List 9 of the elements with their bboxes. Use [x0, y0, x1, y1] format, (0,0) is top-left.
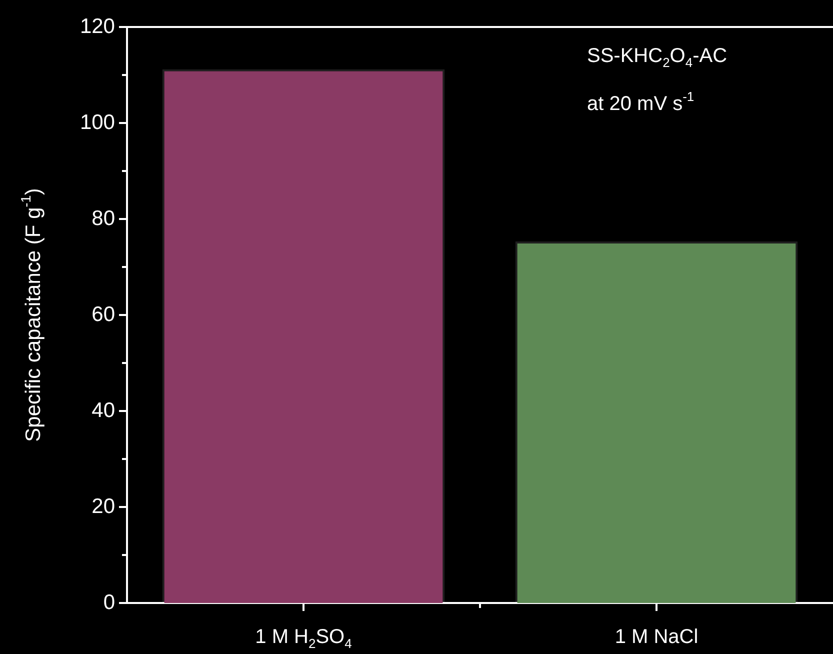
x-tick-label: 1 M NaCl [614, 626, 698, 648]
y-tick-label: 40 [92, 398, 115, 422]
y-tick-label: 100 [80, 110, 115, 134]
y-tick-label: 120 [80, 14, 115, 38]
y-tick-label: 80 [92, 206, 115, 230]
y-tick-label: 0 [103, 590, 115, 614]
y-axis-title: Specific capacitance (F g-1) [18, 188, 45, 442]
y-tick-label: 20 [92, 494, 115, 518]
y-tick-label: 60 [92, 302, 115, 326]
